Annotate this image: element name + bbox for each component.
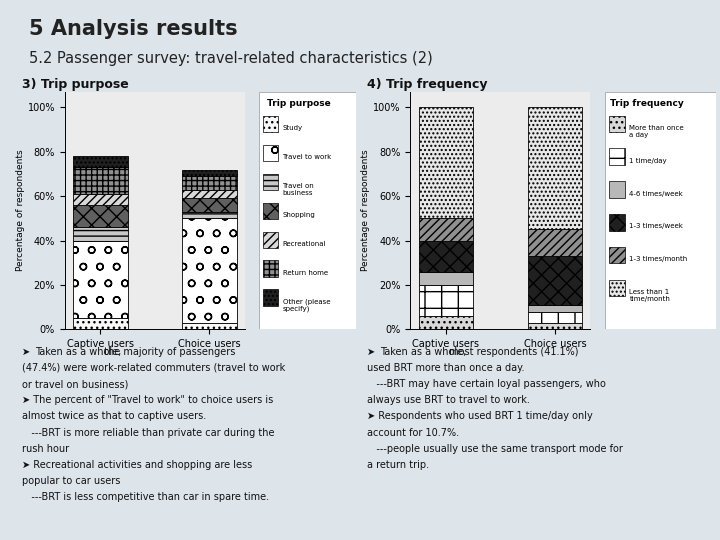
Y-axis label: Percentage of respondents: Percentage of respondents	[16, 150, 24, 272]
Text: Other (please
specify): Other (please specify)	[282, 299, 330, 313]
Text: Return home: Return home	[282, 270, 328, 276]
Text: 5 Analysis results: 5 Analysis results	[29, 19, 238, 39]
Y-axis label: Percentage of respondents: Percentage of respondents	[361, 150, 370, 272]
Text: 1 time/day: 1 time/day	[629, 158, 667, 164]
Bar	[609, 280, 625, 296]
Bar	[263, 202, 278, 219]
Text: ➤ The percent of "Travel to work" to choice users is: ➤ The percent of "Travel to work" to cho…	[22, 395, 273, 406]
Text: Travel on
business: Travel on business	[282, 183, 314, 195]
Bar	[528, 312, 582, 323]
FancyBboxPatch shape	[605, 92, 716, 329]
Bar	[73, 194, 127, 205]
Text: Taken as a whole,: Taken as a whole,	[380, 347, 467, 357]
Bar	[609, 181, 625, 198]
Bar	[263, 145, 278, 161]
Text: 4-6 times/week: 4-6 times/week	[629, 191, 683, 197]
Bar	[182, 190, 237, 198]
Text: ➤ Respondents who used BRT 1 time/day only: ➤ Respondents who used BRT 1 time/day on…	[367, 411, 593, 422]
Text: or travel on business): or travel on business)	[22, 379, 128, 389]
Text: most respondents (41.1%): most respondents (41.1%)	[446, 347, 579, 357]
Text: rush hour: rush hour	[22, 444, 68, 454]
Bar	[609, 247, 625, 264]
Text: Travel to work: Travel to work	[282, 154, 332, 160]
Bar	[182, 198, 237, 212]
Text: More than once
a day: More than once a day	[629, 125, 684, 138]
Bar	[418, 241, 473, 272]
Text: Recreational: Recreational	[282, 241, 326, 247]
Text: 4) Trip frequency: 4) Trip frequency	[367, 78, 487, 91]
Text: Less than 1
time/month: Less than 1 time/month	[629, 289, 670, 301]
Bar	[609, 148, 625, 165]
Text: ---BRT is less competitive than car in spare time.: ---BRT is less competitive than car in s…	[22, 492, 269, 503]
Text: Trip frequency: Trip frequency	[611, 99, 684, 108]
Bar	[418, 285, 473, 316]
Bar	[73, 241, 127, 318]
Bar	[418, 272, 473, 285]
Bar	[263, 232, 278, 248]
Bar	[263, 289, 278, 306]
Text: 3) Trip purpose: 3) Trip purpose	[22, 78, 128, 91]
Text: ---BRT is more reliable than private car during the: ---BRT is more reliable than private car…	[22, 428, 274, 438]
Text: almost twice as that to captive users.: almost twice as that to captive users.	[22, 411, 206, 422]
Text: the majority of passengers: the majority of passengers	[101, 347, 235, 357]
Bar	[182, 323, 237, 329]
Bar	[609, 116, 625, 132]
Bar	[528, 107, 582, 230]
Bar	[73, 156, 127, 167]
Text: Taken as a whole,: Taken as a whole,	[35, 347, 121, 357]
Text: 1-3 times/week: 1-3 times/week	[629, 224, 683, 230]
Bar	[263, 116, 278, 132]
Text: (47.4%) were work-related commuters (travel to work: (47.4%) were work-related commuters (tra…	[22, 363, 285, 373]
Text: ➤: ➤	[22, 347, 33, 357]
Text: 5.2 Passenger survey: travel-related characteristics (2): 5.2 Passenger survey: travel-related cha…	[29, 51, 433, 66]
Text: popular to car users: popular to car users	[22, 476, 120, 487]
Bar	[528, 256, 582, 305]
Text: ➤ Recreational activities and shopping are less: ➤ Recreational activities and shopping a…	[22, 460, 252, 470]
Bar	[182, 176, 237, 190]
Text: account for 10.7%.: account for 10.7%.	[367, 428, 459, 438]
Text: ➤: ➤	[367, 347, 379, 357]
Text: always use BRT to travel to work.: always use BRT to travel to work.	[367, 395, 530, 406]
Bar	[182, 218, 237, 323]
Text: used BRT more than once a day.: used BRT more than once a day.	[367, 363, 525, 373]
Text: ---BRT may have certain loyal passengers, who: ---BRT may have certain loyal passengers…	[367, 379, 606, 389]
Bar	[73, 205, 127, 227]
Bar	[263, 260, 278, 277]
Bar	[528, 230, 582, 256]
Bar	[73, 167, 127, 194]
Text: ---people usually use the same transport mode for: ---people usually use the same transport…	[367, 444, 623, 454]
Bar	[418, 316, 473, 329]
Bar	[609, 214, 625, 231]
FancyBboxPatch shape	[259, 92, 356, 329]
Text: Shopping: Shopping	[282, 212, 315, 218]
Bar	[528, 305, 582, 312]
Bar	[182, 212, 237, 218]
Bar	[263, 173, 278, 190]
Text: 1-3 times/month: 1-3 times/month	[629, 256, 688, 262]
Bar	[418, 218, 473, 241]
Text: Trip purpose: Trip purpose	[267, 99, 330, 108]
Bar	[73, 227, 127, 241]
Bar	[182, 170, 237, 176]
Bar	[528, 323, 582, 329]
Bar	[418, 107, 473, 218]
Bar	[73, 318, 127, 329]
Text: a return trip.: a return trip.	[367, 460, 429, 470]
Text: Study: Study	[282, 125, 302, 131]
